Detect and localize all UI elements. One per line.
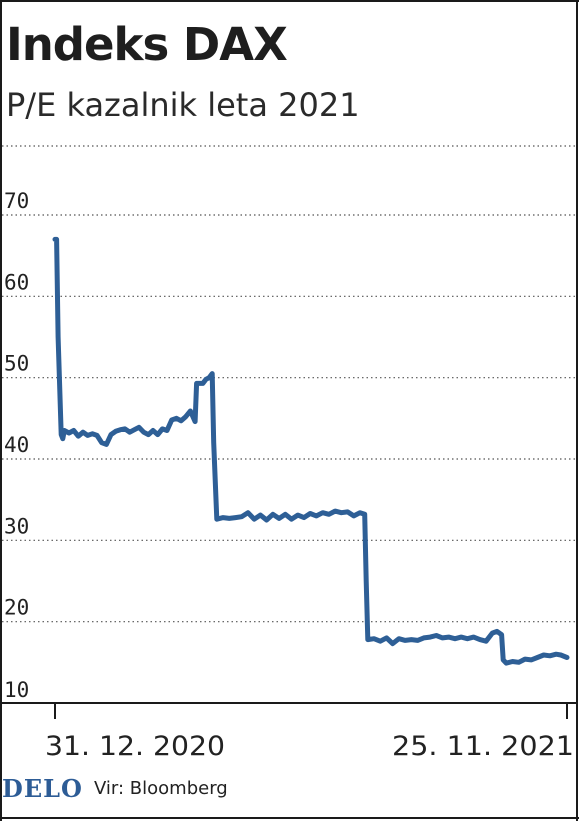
frame-left-border	[0, 0, 2, 821]
y-tick-label-50: 50	[4, 352, 29, 376]
chart-title: Indeks DAX	[6, 18, 288, 71]
chart-subtitle: P/E kazalnik leta 2021	[6, 86, 360, 124]
frame-right-border	[576, 0, 578, 821]
frame-top-border	[0, 0, 579, 2]
frame-bottom-border	[0, 817, 579, 819]
series-line-0	[52, 236, 570, 666]
y-tick-label-60: 60	[4, 270, 29, 294]
y-tick-label-70: 70	[4, 189, 29, 213]
y-tick-label-10: 10	[4, 678, 29, 702]
y-tick-label-20: 20	[4, 596, 29, 620]
x-tick-label-0: 31. 12. 2020	[45, 731, 225, 762]
y-tick-label-30: 30	[4, 514, 29, 538]
source-credit: Vir: Bloomberg	[94, 778, 228, 799]
y-tick-label-40: 40	[4, 433, 29, 457]
x-tick-label-1: 25. 11. 2021	[392, 731, 574, 762]
delo-logo: DELO	[2, 774, 83, 803]
